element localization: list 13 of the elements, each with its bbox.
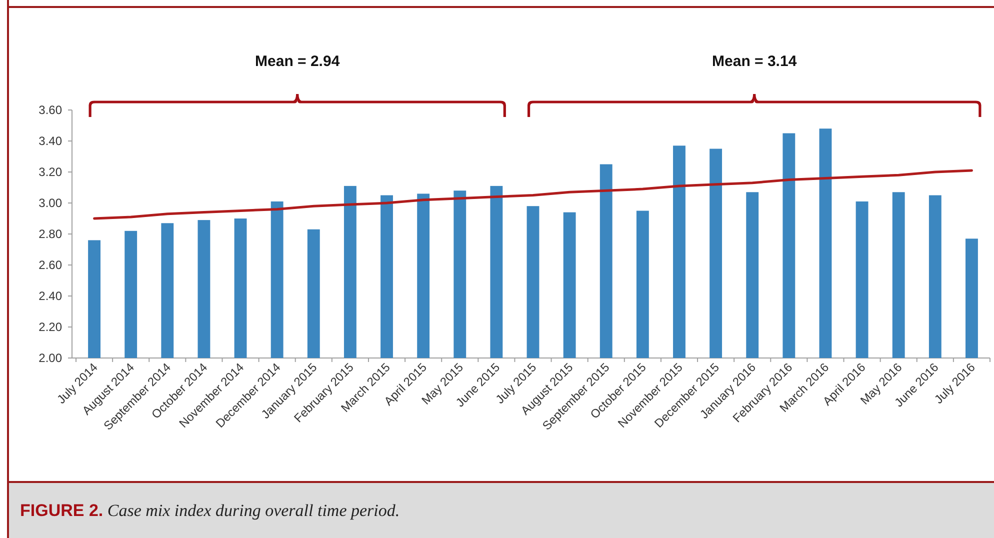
line-series [93, 169, 973, 220]
y-tick-label: 2.80 [38, 226, 62, 241]
y-tick-label: 3.60 [38, 102, 62, 117]
text: Mean = 3.14 [712, 53, 798, 70]
caption: FIGURE 2. Case mix index during overall time period. [20, 501, 400, 520]
y-tick-label: 3.00 [38, 196, 62, 210]
y-tick-label: 2.20 [38, 320, 62, 334]
y-tick-label: 2.40 [38, 288, 62, 303]
y-tick-label: 2.60 [38, 258, 62, 272]
y-tick-label: 2.00 [38, 350, 62, 365]
text: Mean = 2.94 [255, 53, 340, 70]
y-tick-label: 3.20 [38, 164, 62, 179]
y-tick-label: 3.40 [38, 134, 62, 148]
